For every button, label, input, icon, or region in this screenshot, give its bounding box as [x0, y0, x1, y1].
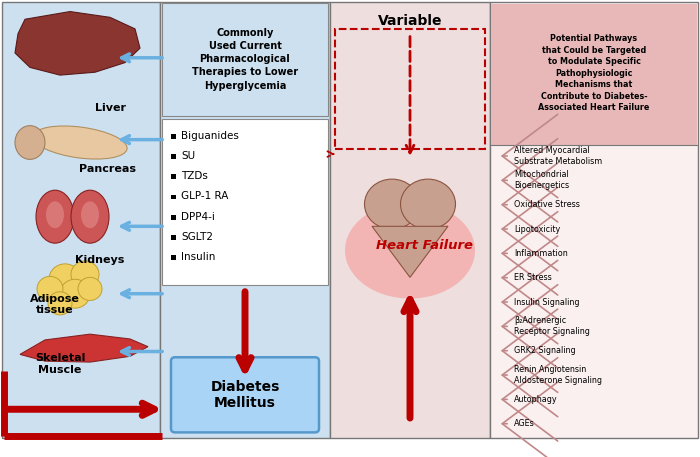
Polygon shape: [15, 11, 140, 75]
Text: Renin Angiotensin
Aldosterone Signaling: Renin Angiotensin Aldosterone Signaling: [514, 365, 602, 385]
Text: Oxidative Stress: Oxidative Stress: [514, 200, 580, 209]
Text: Insulin Signaling: Insulin Signaling: [514, 298, 580, 307]
Text: AGEs: AGEs: [514, 419, 535, 428]
Text: SGLT2: SGLT2: [181, 232, 213, 242]
Bar: [171, 215, 176, 219]
Bar: [171, 195, 176, 199]
Ellipse shape: [15, 126, 45, 159]
Text: Mitochondrial
Bioenergetics: Mitochondrial Bioenergetics: [514, 170, 569, 191]
Bar: [2, 2, 160, 438]
Bar: [171, 134, 176, 138]
Ellipse shape: [400, 179, 456, 229]
Text: Commonly
Used Current
Pharmacological
Therapies to Lower
Hyperglycemia: Commonly Used Current Pharmacological Th…: [192, 28, 298, 90]
Text: β₂Adrenergic
Receptor Signaling: β₂Adrenergic Receptor Signaling: [514, 316, 590, 336]
FancyBboxPatch shape: [162, 3, 328, 116]
Text: GLP-1 RA: GLP-1 RA: [181, 191, 228, 202]
Polygon shape: [372, 226, 448, 277]
Bar: [171, 235, 176, 240]
Text: Heart Failure: Heart Failure: [377, 239, 473, 252]
Bar: [330, 2, 490, 438]
Text: SU: SU: [181, 151, 195, 161]
Text: Variable: Variable: [378, 14, 442, 28]
Text: Biguanides: Biguanides: [181, 131, 239, 141]
Text: Liver: Liver: [94, 103, 125, 113]
Bar: [171, 154, 176, 159]
Text: Autophagy: Autophagy: [514, 395, 558, 404]
Text: TZDs: TZDs: [181, 171, 208, 181]
Ellipse shape: [345, 202, 475, 298]
Text: Altered Myocardial
Substrate Metabolism: Altered Myocardial Substrate Metabolism: [514, 146, 602, 166]
Ellipse shape: [46, 201, 64, 228]
Text: ER Stress: ER Stress: [514, 273, 552, 282]
Ellipse shape: [71, 261, 99, 288]
Text: DPP4-i: DPP4-i: [181, 212, 215, 222]
Text: Inflammation: Inflammation: [514, 249, 568, 258]
FancyBboxPatch shape: [162, 119, 328, 285]
Text: Adipose
tissue: Adipose tissue: [30, 293, 80, 315]
Ellipse shape: [81, 201, 99, 228]
Ellipse shape: [33, 126, 127, 159]
Bar: [171, 174, 176, 179]
Text: Kidneys: Kidneys: [76, 255, 125, 265]
Ellipse shape: [78, 277, 102, 300]
Bar: [490, 2, 698, 438]
Ellipse shape: [36, 190, 74, 243]
Bar: [171, 255, 176, 260]
Text: Lipotoxicity: Lipotoxicity: [514, 224, 560, 234]
Ellipse shape: [37, 276, 63, 302]
FancyBboxPatch shape: [171, 357, 319, 432]
Ellipse shape: [71, 190, 109, 243]
Text: Pancreas: Pancreas: [80, 164, 136, 174]
Ellipse shape: [365, 179, 419, 229]
Ellipse shape: [49, 264, 81, 295]
Text: Diabetes
Mellitus: Diabetes Mellitus: [210, 380, 280, 410]
Bar: [160, 2, 330, 438]
Text: Insulin: Insulin: [181, 252, 216, 262]
Text: Skeletal
Muscle: Skeletal Muscle: [35, 353, 85, 375]
Polygon shape: [20, 334, 148, 362]
Text: GRK2 Signaling: GRK2 Signaling: [514, 346, 575, 355]
Ellipse shape: [48, 292, 72, 315]
Text: Potential Pathways
that Could be Targeted
to Modulate Specific
Pathophysiologic
: Potential Pathways that Could be Targete…: [538, 34, 650, 112]
Ellipse shape: [60, 279, 90, 308]
Bar: [491, 4, 697, 146]
Bar: [335, 29, 485, 149]
